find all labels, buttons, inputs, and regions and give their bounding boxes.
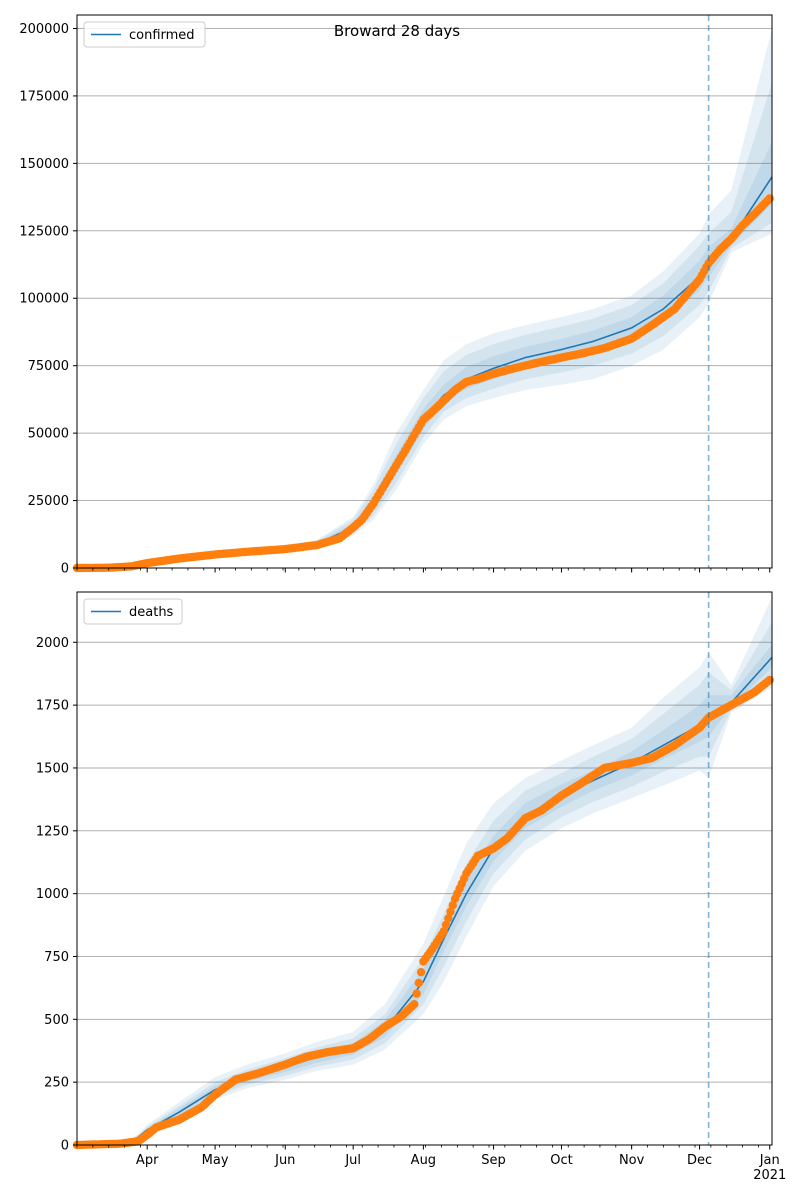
observed-point — [446, 907, 455, 916]
y-tick-label: 750 — [44, 950, 69, 965]
y-tick-label: 0 — [61, 562, 69, 577]
y-tick-label: 75000 — [28, 359, 69, 374]
x-tick-label: Sep — [481, 1153, 506, 1168]
legend-label: deaths — [129, 605, 174, 620]
y-tick-label: 150000 — [19, 157, 69, 172]
model-mean-line — [76, 656, 773, 1146]
legend-box — [83, 21, 206, 48]
y-tick-label: 125000 — [19, 224, 69, 239]
axes-frame — [76, 591, 773, 1146]
y-tick-label: 200000 — [19, 22, 69, 37]
y-tick-label: 50000 — [28, 427, 69, 442]
y-tick-label: 100000 — [19, 292, 69, 307]
legend-box — [83, 598, 183, 625]
figure-title: Broward 28 days — [334, 22, 460, 40]
y-tick-label: 1000 — [36, 887, 69, 902]
observed-point — [410, 1000, 419, 1009]
x-tick-label: Nov — [619, 1153, 645, 1168]
x-tick-label: 2021 — [753, 1168, 786, 1183]
x-tick-label: Aug — [411, 1153, 436, 1168]
y-tick-label: 1500 — [36, 761, 69, 776]
legend: confirmed — [83, 21, 206, 48]
x-tick-label: Jul — [344, 1153, 361, 1168]
observed-points — [72, 194, 774, 573]
deaths-panel: 0 250 500 750 1000 1250 1500 1750 2000 Apr May Jun J… — [36, 591, 786, 1183]
x-tick-label: Jun — [274, 1153, 295, 1168]
y-tick-label: 500 — [44, 1013, 69, 1028]
y-tick-label: 1750 — [36, 699, 69, 714]
x-tick-label: Apr — [136, 1153, 159, 1168]
confirmed-panel: 0 25000 50000 75000 100000 125000 150000 175000… — [19, 14, 774, 577]
y-tick-label: 1250 — [36, 824, 69, 839]
x-tick-label: Oct — [550, 1153, 572, 1168]
uncertainty-band — [77, 82, 772, 569]
y-tick-label: 25000 — [28, 494, 69, 509]
x-tick-label: Dec — [687, 1153, 712, 1168]
observed-point — [416, 968, 426, 977]
uncertainty-band — [77, 28, 772, 568]
x-tick-label: May — [202, 1153, 229, 1168]
observed-point — [441, 920, 451, 929]
y-tick-label: 2000 — [36, 636, 69, 651]
legend: deaths — [83, 598, 183, 625]
observed-point — [765, 194, 774, 203]
legend-label: confirmed — [129, 28, 195, 43]
observed-points — [72, 675, 774, 1150]
observed-point — [412, 989, 421, 998]
observed-point — [448, 901, 457, 910]
axes-frame — [76, 14, 773, 569]
x-tick-label: Jan — [759, 1153, 780, 1168]
y-tick-label: 250 — [44, 1076, 69, 1091]
observed-point — [765, 675, 774, 685]
observed-point — [444, 914, 453, 923]
observed-point — [439, 927, 448, 936]
y-tick-label: 175000 — [19, 89, 69, 104]
observed-point — [414, 978, 423, 988]
y-tick-label: 0 — [61, 1139, 69, 1154]
